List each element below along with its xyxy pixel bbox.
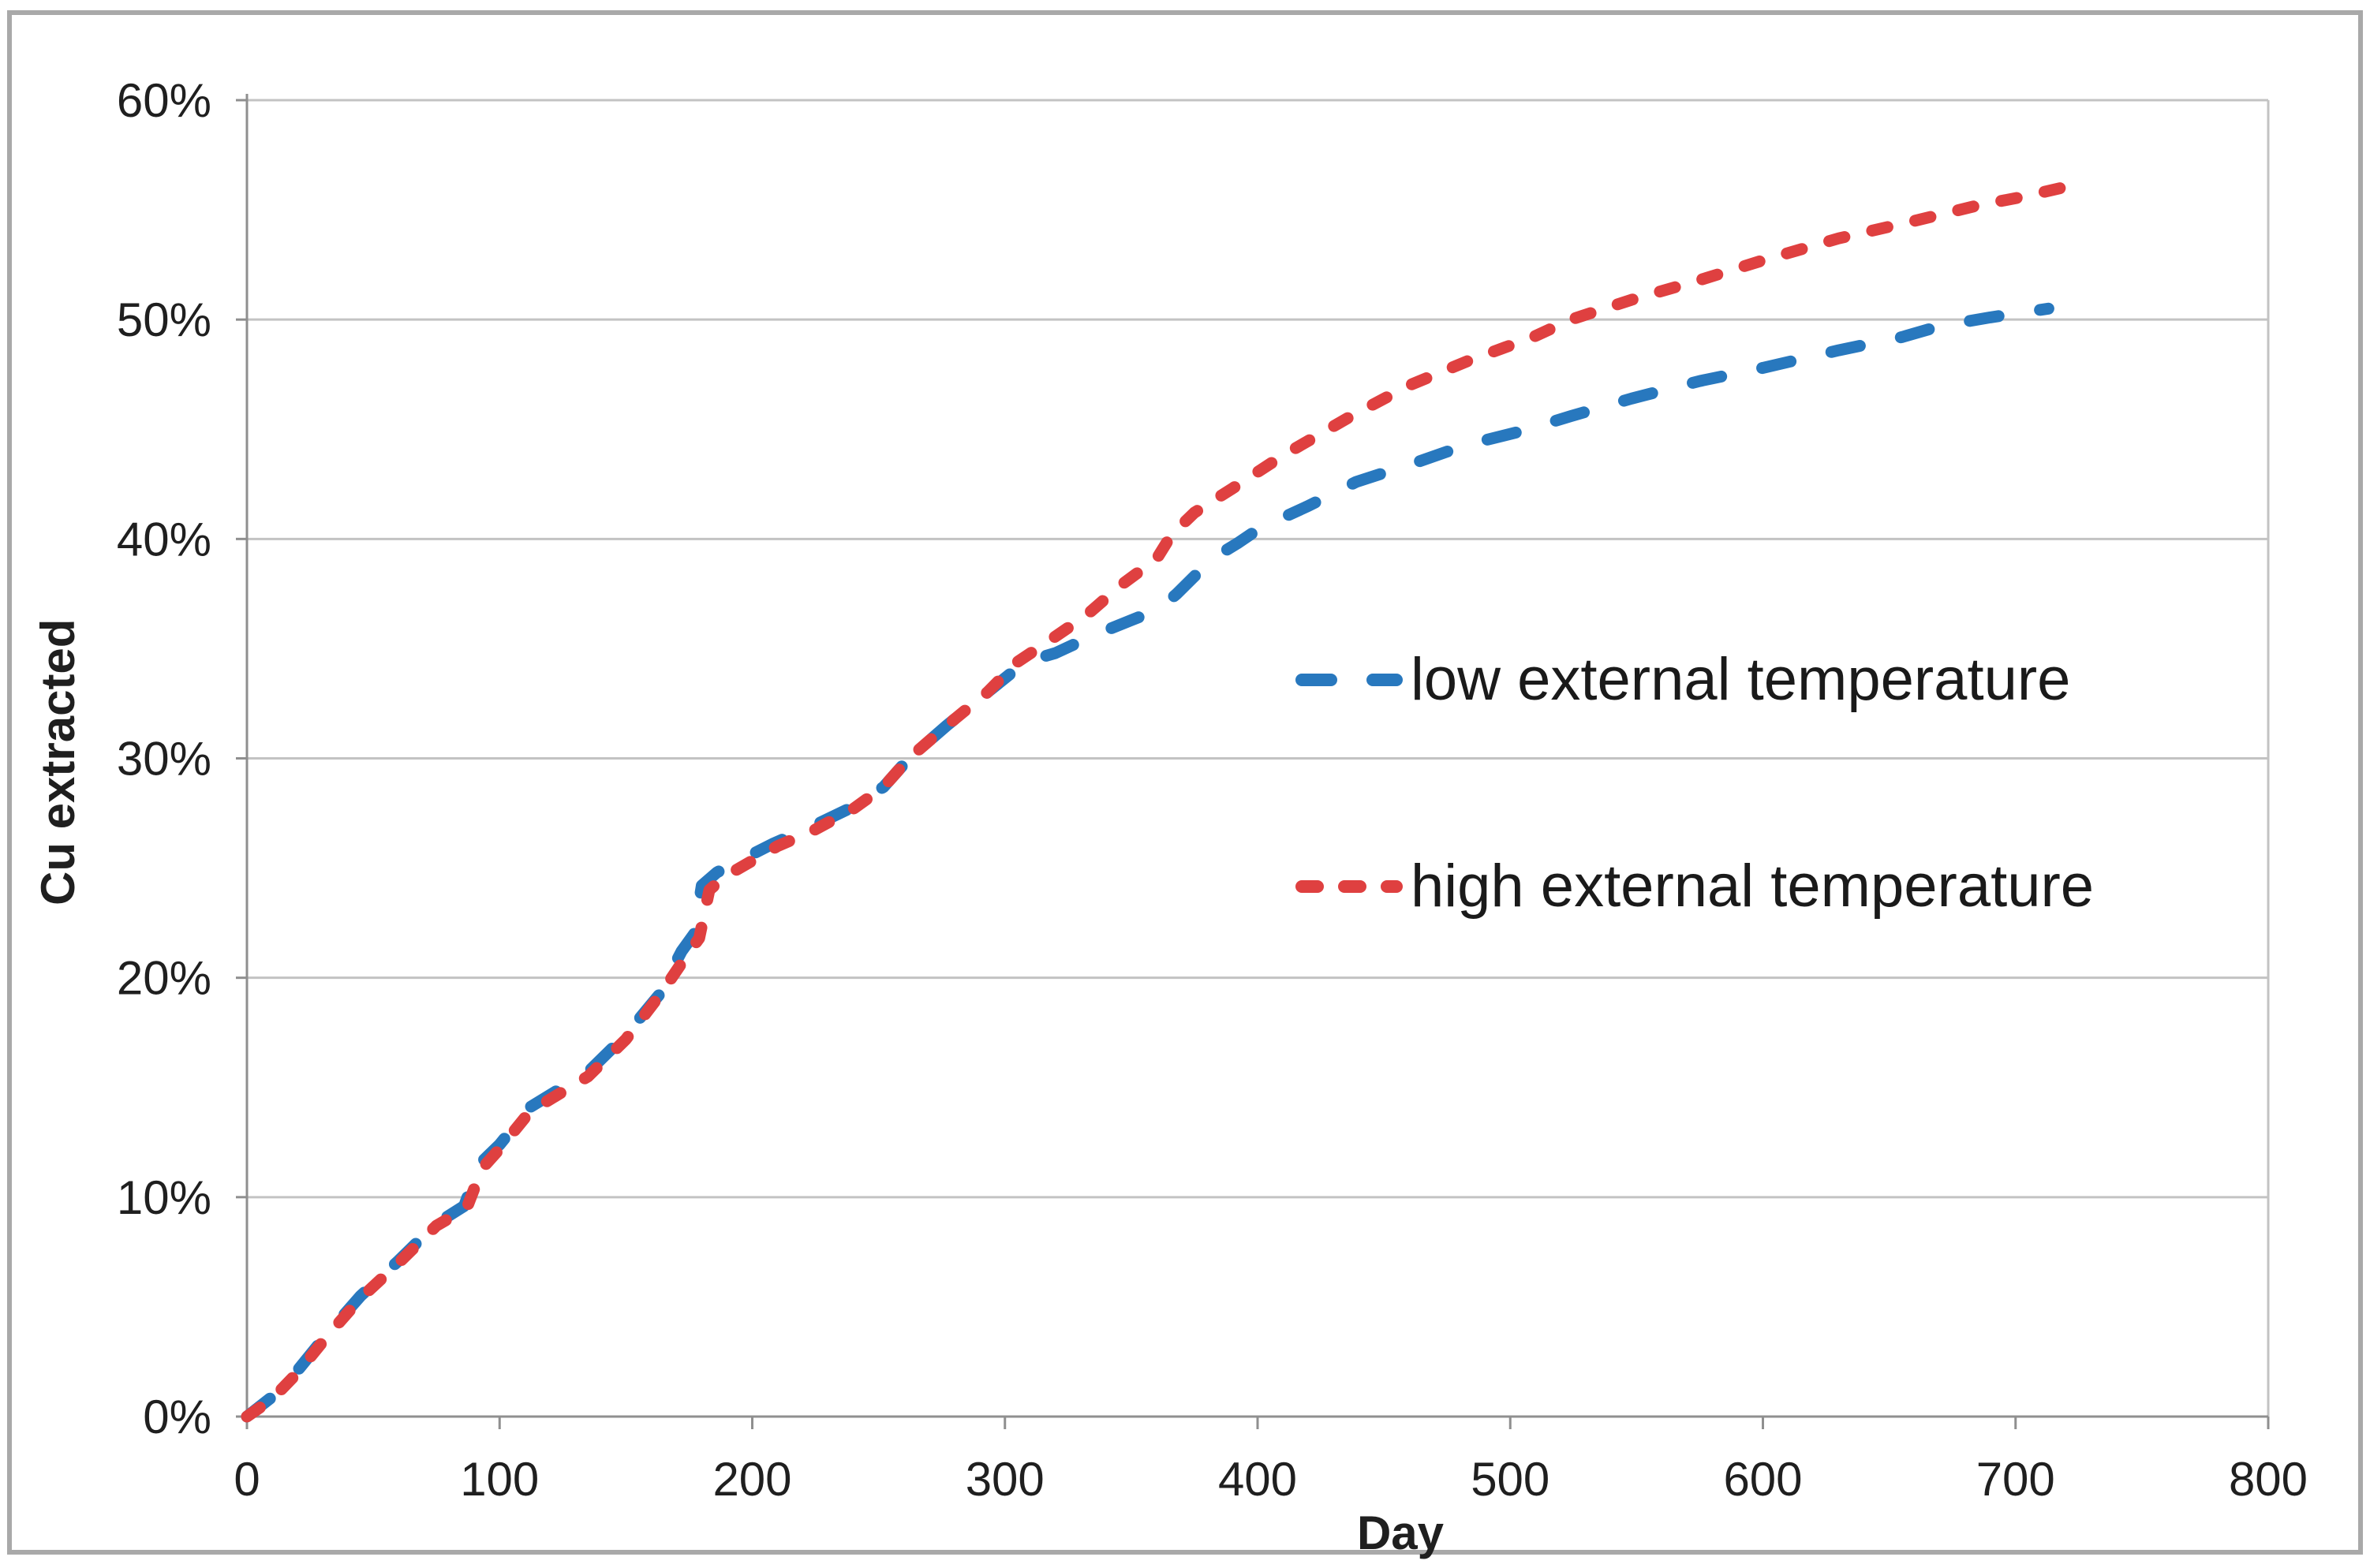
- y-tick-label: 0%: [143, 1391, 211, 1443]
- y-tick-label: 30%: [117, 733, 211, 786]
- legend-item-low-external-temperature: low external temperature: [1295, 642, 2070, 718]
- x-tick-label: 0: [234, 1453, 260, 1506]
- x-tick-label: 100: [460, 1453, 539, 1506]
- x-tick-label: 500: [1471, 1453, 1549, 1506]
- x-tick-label: 300: [966, 1453, 1045, 1506]
- y-tick-label: 20%: [117, 952, 211, 1005]
- legend-swatch-low-icon: [1295, 674, 1403, 686]
- x-tick-label: 600: [1723, 1453, 1802, 1506]
- y-tick-label: 40%: [117, 513, 211, 566]
- x-tick-label: 400: [1218, 1453, 1297, 1506]
- y-tick-label: 60%: [117, 74, 211, 127]
- y-tick-label: 10%: [117, 1171, 211, 1224]
- x-tick-label: 200: [712, 1453, 791, 1506]
- legend-label-low: low external temperature: [1411, 646, 2071, 713]
- legend-label-high: high external temperature: [1411, 853, 2095, 920]
- series-path-high: [241, 181, 2067, 1423]
- x-tick-label: 700: [1976, 1453, 2055, 1506]
- x-tick-label: 800: [2229, 1453, 2308, 1506]
- legend-item-high-external-temperature: high external temperature: [1295, 849, 2094, 924]
- y-axis-title: Cu extracted: [32, 618, 84, 905]
- figure-frame: [7, 10, 2363, 1555]
- legend-swatch-high-icon: [1295, 880, 1403, 893]
- y-tick-label: 50%: [117, 293, 211, 346]
- x-axis-title: Day: [1356, 1506, 1445, 1559]
